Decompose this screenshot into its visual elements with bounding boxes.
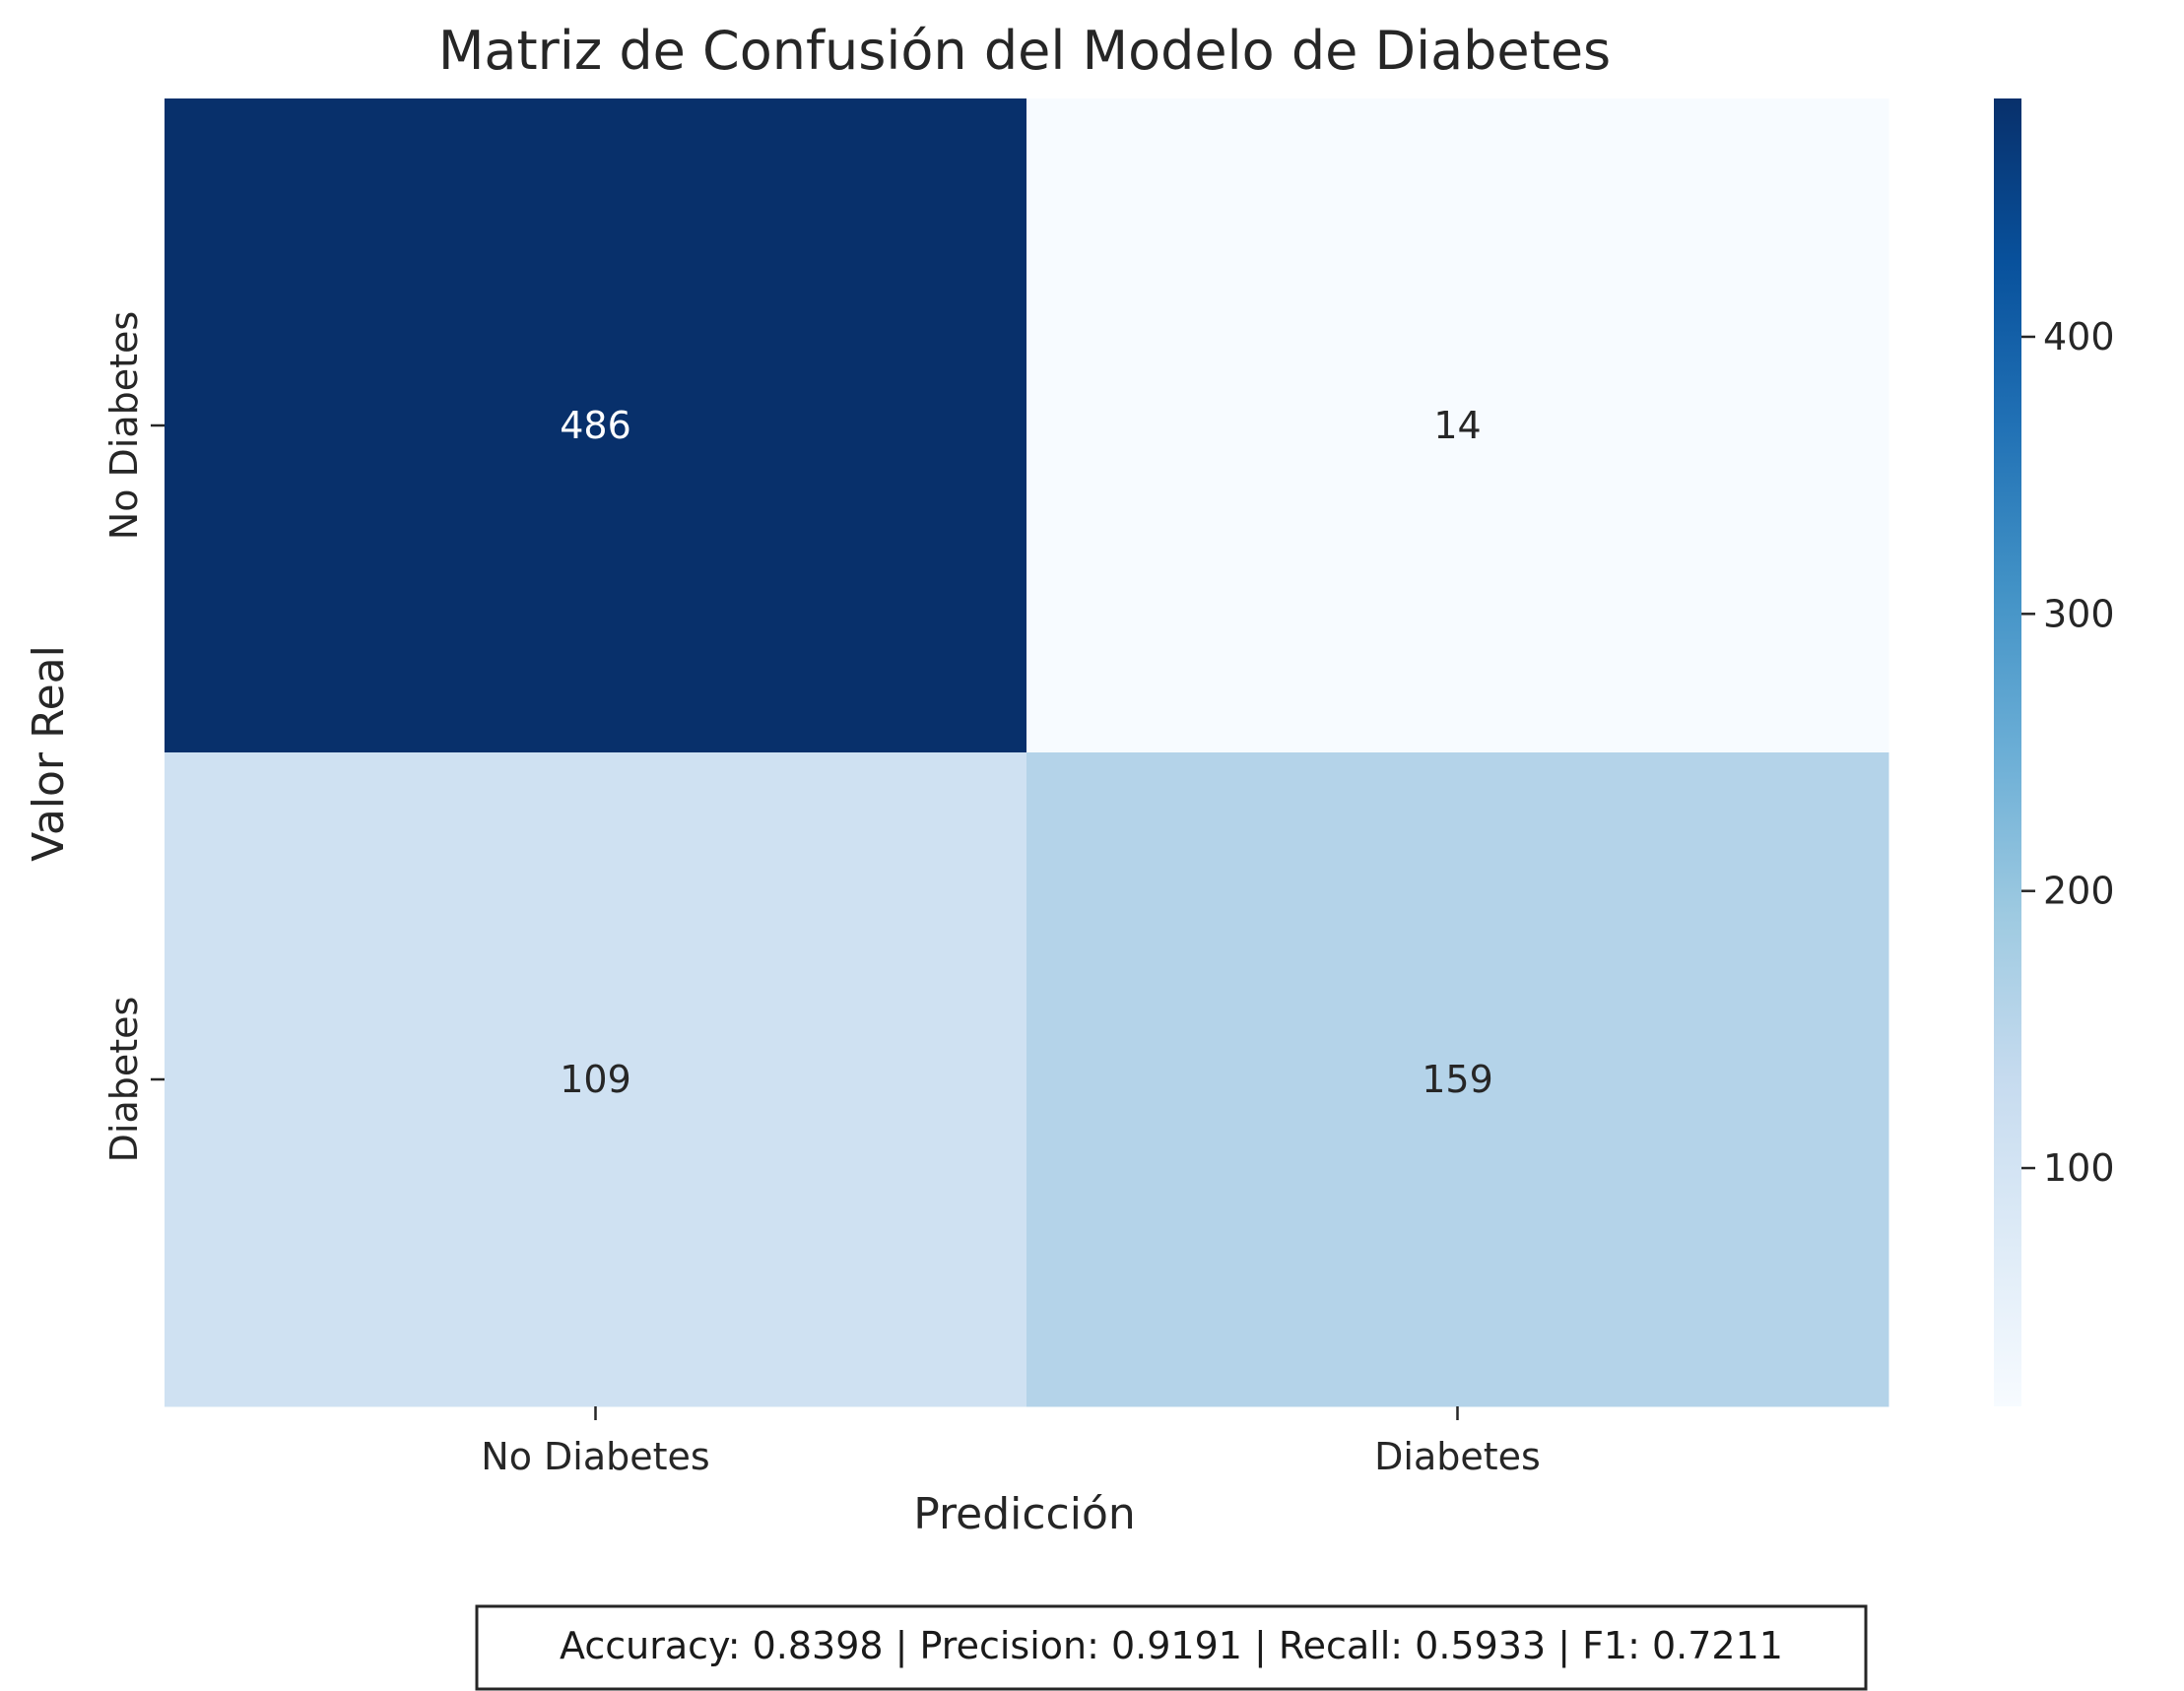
cell-value-label: 159 [1422,1058,1493,1101]
x-tick-label: Diabetes [1374,1435,1541,1478]
x-axis-label: Predicción [913,1489,1136,1539]
heatmap-cells [165,98,1889,1407]
y-axis: No Diabetes Diabetes [102,311,165,1163]
chart-title: Matriz de Confusión del Modelo de Diabet… [438,20,1611,82]
x-tick-label: No Diabetes [481,1435,709,1478]
y-tick-label: No Diabetes [102,311,146,540]
colorbar-tick-label: 400 [2043,315,2115,358]
colorbar-tick-label: 200 [2043,870,2115,913]
colorbar: 100 200 300 400 [1994,98,2115,1406]
metrics-text: Accuracy: 0.8398 | Precision: 0.9191 | R… [560,1624,1783,1668]
heatmap-cell [165,98,1027,753]
heatmap-cell [1026,752,1889,1407]
colorbar-gradient [1994,98,2021,1406]
colorbar-tick-label: 100 [2043,1146,2115,1190]
colorbar-tick-label: 300 [2043,592,2115,635]
cell-value-label: 14 [1433,404,1481,447]
cell-value-label: 109 [560,1058,631,1101]
cell-value-label: 486 [560,404,631,447]
metrics-box: Accuracy: 0.8398 | Precision: 0.9191 | R… [475,1604,1868,1691]
metrics-box-frame [475,1604,1868,1691]
colorbar-ticks: 100 200 300 400 [2021,315,2115,1190]
heatmap-cell [165,752,1027,1407]
x-axis: No Diabetes Diabetes [481,1406,1541,1478]
heatmap-cell-labels: 486 14 109 159 [560,404,1493,1101]
y-tick-label: Diabetes [102,997,146,1163]
heatmap-cell [1026,98,1889,753]
y-axis-label: Valor Real [24,645,74,862]
